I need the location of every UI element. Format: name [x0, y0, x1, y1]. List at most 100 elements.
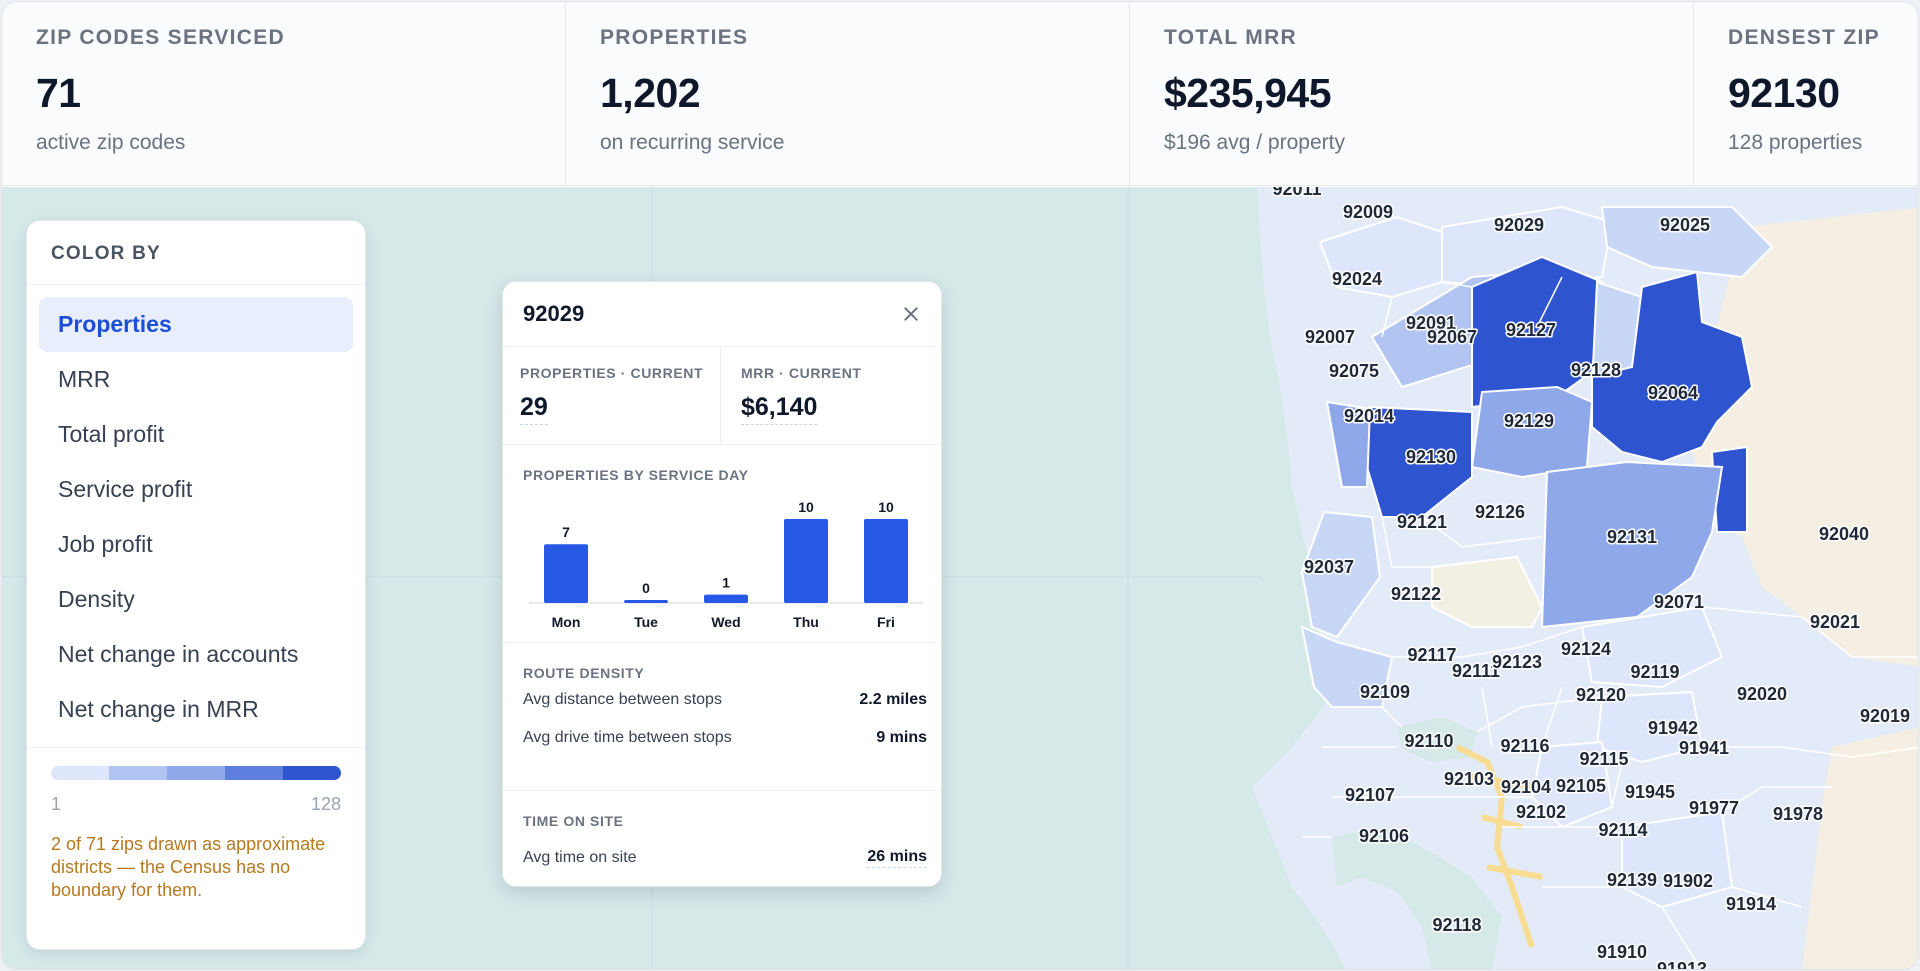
zip-label-92130[interactable]: 92130 [1404, 446, 1457, 469]
zip-label-91945[interactable]: 91945 [1623, 781, 1676, 804]
unserviced-area [1692, 207, 1918, 667]
zip-label-92118[interactable]: 92118 [1431, 914, 1483, 937]
bar-wed[interactable] [704, 594, 748, 603]
legend-swatch [225, 766, 283, 780]
zip-region-92129[interactable] [1470, 385, 1594, 479]
zip-label-91902[interactable]: 91902 [1661, 870, 1714, 893]
zip-label-92121[interactable]: 92121 [1395, 511, 1448, 534]
metric-mrr: MRR · CURRENT $6,140 [720, 347, 941, 444]
zip-label-92107[interactable]: 92107 [1343, 784, 1396, 807]
zip-label-92071[interactable]: 92071 [1652, 591, 1705, 614]
zip-label-92122[interactable]: 92122 [1389, 583, 1442, 606]
panel-title: COLOR BY [27, 221, 365, 285]
zip-label-91914[interactable]: 91914 [1724, 893, 1777, 916]
zip-label-92120[interactable]: 92120 [1574, 684, 1627, 707]
zip-label-92019[interactable]: 92019 [1858, 705, 1911, 728]
color-by-density[interactable]: Density [58, 586, 135, 612]
color-by-panel: COLOR BY Properties MRR Total profit Ser… [26, 220, 366, 950]
zip-label-92037[interactable]: 92037 [1302, 556, 1355, 579]
zip-label-91977[interactable]: 91977 [1687, 797, 1740, 820]
color-by-properties[interactable]: Properties [39, 297, 353, 352]
zip-label-92126[interactable]: 92126 [1473, 501, 1526, 524]
row-value[interactable]: 26 mins [867, 848, 927, 868]
route-density-section: ROUTE DENSITY Avg distance between stops… [503, 643, 941, 791]
zip-region-92131[interactable] [1540, 460, 1724, 629]
zip-label-92115[interactable]: 92115 [1578, 748, 1630, 771]
zip-label-92119[interactable]: 92119 [1629, 661, 1681, 684]
zip-label-92124[interactable]: 92124 [1559, 638, 1612, 661]
zip-label-92067[interactable]: 92067 [1425, 326, 1478, 349]
legend-gradient [51, 766, 341, 780]
zip-label-92111[interactable]: 92111 [1450, 660, 1501, 683]
bar-value-label: 7 [562, 524, 570, 540]
zip-label-92139[interactable]: 92139 [1605, 869, 1658, 892]
color-by-job-profit[interactable]: Job profit [58, 531, 153, 557]
bar-mon[interactable] [544, 544, 588, 603]
bar-fri[interactable] [864, 519, 908, 603]
zip-label-92117[interactable]: 92117 [1406, 644, 1458, 667]
zip-label-92110[interactable]: 92110 [1403, 730, 1455, 753]
zip-label-92009[interactable]: 92009 [1341, 201, 1394, 224]
zip-label-92020[interactable]: 92020 [1735, 683, 1788, 706]
stat-value: 71 [36, 70, 81, 116]
zip-region-92127[interactable] [1471, 255, 1604, 409]
zip-label-91910[interactable]: 91910 [1595, 941, 1648, 964]
road-lines [1455, 744, 1543, 948]
zip-label-92128[interactable]: 92128 [1569, 359, 1622, 382]
stat-value: 92130 [1728, 70, 1840, 116]
zip-label-92123[interactable]: 92123 [1490, 651, 1543, 674]
zip-label-92064[interactable]: 92064 [1646, 382, 1699, 405]
zip-label-92114[interactable]: 92114 [1597, 819, 1649, 842]
metric-value[interactable]: $6,140 [741, 393, 818, 425]
zip-label-92007[interactable]: 92007 [1303, 326, 1356, 349]
close-icon[interactable] [899, 302, 923, 326]
zip-label-92040[interactable]: 92040 [1817, 523, 1870, 546]
zip-label-92103[interactable]: 92103 [1442, 768, 1495, 791]
map-canvas[interactable]: 92011 92009 92029 92025 92024 92007 9209192067… [2, 187, 1918, 970]
zip-region[interactable] [1595, 690, 1704, 764]
zip-label-91941[interactable]: 91941 [1677, 737, 1730, 760]
zip-region[interactable] [1621, 810, 1734, 909]
zip-label-92029[interactable]: 92029 [1492, 214, 1545, 237]
zip-label-92011[interactable]: 92011 [1271, 187, 1323, 201]
stat-sub: on recurring service [600, 131, 785, 154]
zip-region[interactable] [1530, 740, 1614, 829]
zip-region-92064[interactable] [1591, 270, 1754, 464]
zip-label-92075[interactable]: 92075 [1327, 360, 1380, 383]
zip-label-92025[interactable]: 92025 [1658, 214, 1711, 237]
color-by-total-profit[interactable]: Total profit [58, 421, 165, 447]
zip-label-92106[interactable]: 92106 [1357, 825, 1410, 848]
bar-thu[interactable] [784, 519, 828, 603]
row-label: Avg drive time between stops [523, 729, 732, 746]
zip-label-92127[interactable]: 92127 [1504, 319, 1557, 342]
metric-value[interactable]: 29 [520, 393, 548, 425]
zip-label-91913[interactable]: 91913 [1655, 958, 1708, 970]
zip-region[interactable] [1580, 605, 1724, 689]
zip-label-92014[interactable]: 92014 [1342, 405, 1395, 428]
zip-label-91978[interactable]: 91978 [1771, 803, 1824, 826]
zip-region[interactable] [1325, 400, 1372, 488]
zip-label-92091[interactable]: 92091 [1404, 312, 1457, 335]
zip-region-92037[interactable] [1300, 510, 1382, 639]
zip-label-92109[interactable]: 92109 [1358, 681, 1411, 704]
color-by-net-change-accounts[interactable]: Net change in accounts [58, 641, 299, 667]
zip-label-92129[interactable]: 92129 [1502, 410, 1555, 433]
bar-value-label: 10 [878, 499, 894, 515]
color-by-mrr[interactable]: MRR [58, 366, 111, 392]
color-by-options: Properties MRR Total profit Service prof… [27, 285, 365, 748]
zip-label-92104[interactable]: 92104 [1499, 776, 1552, 799]
zip-label-92024[interactable]: 92024 [1330, 268, 1383, 291]
zip-label-91942[interactable]: 91942 [1646, 717, 1699, 740]
zip-region[interactable] [1600, 206, 1774, 279]
zip-label-92102[interactable]: 92102 [1514, 801, 1567, 824]
bar-category-label: Tue [634, 614, 658, 630]
zip-label-92105[interactable]: 92105 [1554, 775, 1607, 798]
zip-label-92116[interactable]: 92116 [1499, 735, 1551, 758]
zip-label-92021[interactable]: 92021 [1808, 611, 1861, 634]
color-by-service-profit[interactable]: Service profit [58, 476, 193, 502]
color-by-net-change-mrr[interactable]: Net change in MRR [58, 696, 259, 722]
bar-tue[interactable] [624, 600, 668, 603]
zip-label-92131[interactable]: 92131 [1605, 526, 1658, 549]
bar-value-label: 1 [722, 575, 730, 591]
